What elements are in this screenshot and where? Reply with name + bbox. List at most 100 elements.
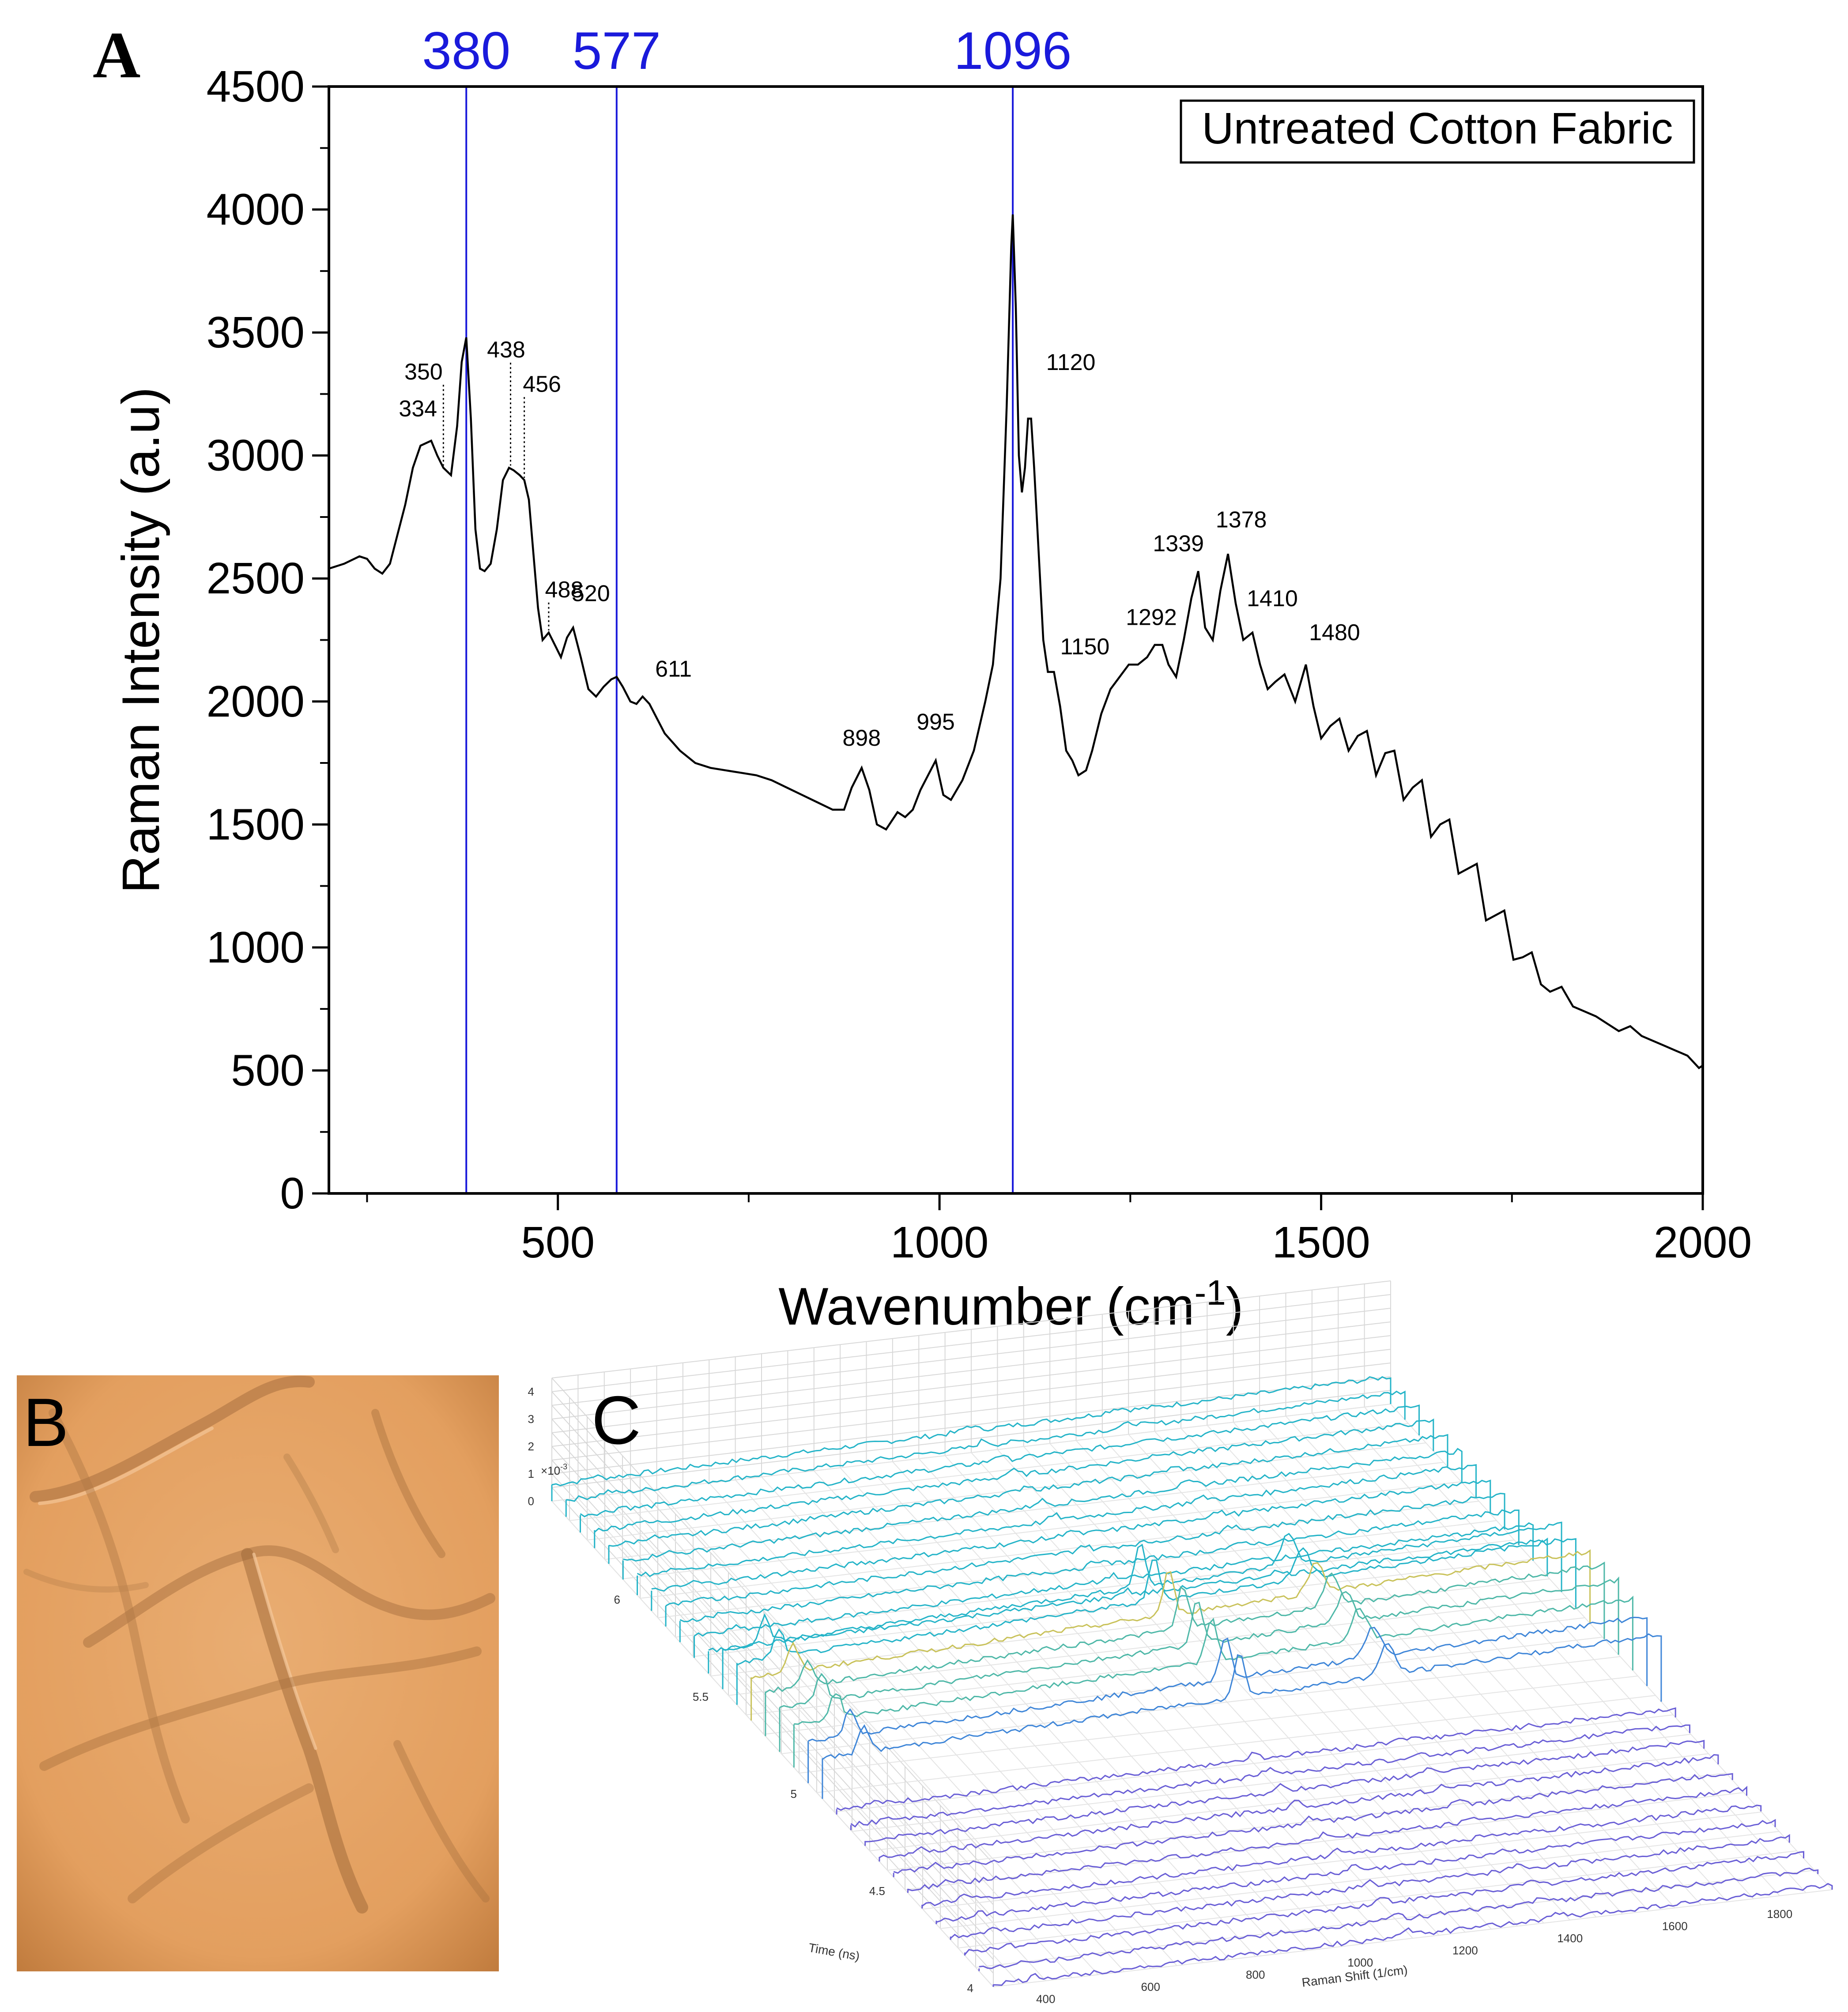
spectrum-trace bbox=[779, 1576, 1619, 1708]
waterfall-grid bbox=[551, 1280, 1833, 1987]
spectrum-trace bbox=[908, 1786, 1747, 1891]
z-tick-label: 4 bbox=[528, 1385, 534, 1398]
y-tick-label: 3000 bbox=[207, 431, 305, 480]
grid-line bbox=[1207, 1425, 1649, 1911]
z-tick-label: 1 bbox=[528, 1467, 534, 1480]
y-tick-label: 2000 bbox=[207, 677, 305, 726]
y-tick-label: 0 bbox=[280, 1169, 305, 1218]
grid-line bbox=[569, 1423, 1409, 1521]
grid-line bbox=[630, 1491, 1072, 1978]
peak-label: 1480 bbox=[1309, 620, 1360, 646]
grid-line bbox=[709, 1483, 1151, 1969]
grid-line bbox=[944, 1455, 1387, 1942]
spectrum-trace bbox=[622, 1448, 1463, 1562]
raman-tick-label: 800 bbox=[1246, 1968, 1265, 1981]
spectrum-trace bbox=[723, 1521, 1562, 1651]
spectrum-trace bbox=[836, 1707, 1676, 1811]
grid-line bbox=[551, 1404, 1391, 1502]
grid-line bbox=[551, 1378, 994, 1864]
x-axis-label: Wavenumber (cm-1) bbox=[778, 1273, 1244, 1336]
reference-lines: 380 577 1096 bbox=[422, 21, 1072, 1193]
spectrum-trace bbox=[794, 1596, 1633, 1725]
grid-line bbox=[781, 1656, 1621, 1754]
spectrum-trace bbox=[708, 1537, 1548, 1653]
peak-label: 995 bbox=[916, 709, 955, 735]
spectrum-trace bbox=[993, 1883, 1833, 1986]
x-tick-label: 1500 bbox=[1272, 1218, 1370, 1267]
grid-line bbox=[1259, 1419, 1701, 1906]
grid-line bbox=[869, 1753, 1709, 1851]
y-tick-label: 4500 bbox=[207, 62, 305, 111]
peak-label: 456 bbox=[523, 371, 561, 397]
grid-line bbox=[940, 1831, 1780, 1929]
raman-tick-label: 1000 bbox=[1347, 1956, 1373, 1969]
grid-line bbox=[852, 1734, 1691, 1832]
grid-line bbox=[866, 1464, 1309, 1951]
grid-line bbox=[905, 1792, 1744, 1890]
grid-line bbox=[693, 1559, 1532, 1657]
spectrum-trace bbox=[964, 1851, 1804, 1955]
y-tick-label: 500 bbox=[231, 1046, 305, 1095]
spectrum-trace bbox=[637, 1464, 1477, 1578]
spectrum-trace bbox=[651, 1480, 1491, 1592]
spectrum-trace bbox=[893, 1773, 1733, 1874]
spectrum-trace bbox=[865, 1740, 1705, 1842]
grid-line bbox=[551, 1390, 1391, 1488]
legend-frame bbox=[1180, 99, 1695, 164]
grid-line bbox=[577, 1498, 1020, 1984]
peak-label: 611 bbox=[655, 657, 692, 682]
spectrum-trace bbox=[921, 1804, 1762, 1907]
grid-line bbox=[993, 1889, 1833, 1987]
peak-label: 1120 bbox=[1046, 350, 1096, 375]
spectrum-trace bbox=[979, 1867, 1819, 1969]
grid-line bbox=[1180, 1428, 1623, 1914]
spectrum-trace bbox=[594, 1418, 1434, 1533]
z-tick-label: 2 bbox=[528, 1440, 534, 1453]
grid-line bbox=[604, 1462, 1444, 1560]
y-axis-label: Raman Intensity (a.u) bbox=[111, 387, 170, 893]
grid-line bbox=[1364, 1407, 1807, 1893]
time-tick-label: 4.5 bbox=[869, 1884, 885, 1898]
grid-line bbox=[551, 1321, 1391, 1419]
grid-line bbox=[728, 1598, 1568, 1696]
spectrum-trace bbox=[850, 1724, 1690, 1828]
panel-a-letter: A bbox=[93, 19, 140, 92]
x-axis-label-superscript: -1 bbox=[1195, 1273, 1226, 1312]
grid-line bbox=[922, 1812, 1762, 1910]
grid-line bbox=[887, 1773, 1727, 1871]
z-axis-exponent: ×10-3 bbox=[541, 1462, 567, 1477]
peak-label: 1292 bbox=[1126, 605, 1177, 630]
grid-line bbox=[1338, 1410, 1780, 1896]
grid-line bbox=[551, 1501, 994, 1987]
x-tick-label: 1000 bbox=[890, 1218, 988, 1267]
time-tick-label: 5 bbox=[791, 1787, 797, 1801]
time-axis-ticks: 4 4.5 5 5.5 6 bbox=[614, 1593, 973, 1995]
panel-a: A 0 500 1000 1500 2000 2500 3000 3500 4000 4500 5… bbox=[93, 19, 1752, 1336]
spectrum-trace bbox=[608, 1434, 1448, 1547]
spectrum-trace bbox=[751, 1549, 1591, 1680]
grid-line bbox=[710, 1578, 1550, 1676]
peak-label: 334 bbox=[399, 396, 437, 422]
microscope-image bbox=[17, 1375, 499, 1971]
x-axis-label-main: Wavenumber (cm bbox=[778, 1277, 1194, 1336]
spectrum-trace bbox=[950, 1834, 1790, 1939]
peak-label: 488 bbox=[545, 577, 584, 603]
grid-line bbox=[656, 1488, 1099, 1975]
panel-b: B bbox=[17, 1375, 499, 1971]
grid-line bbox=[840, 1467, 1282, 1954]
panel-c: 0 1 2 3 4 4 4.5 5 5.5 6 400 600 800 1000 1200 1400 160… bbox=[528, 1280, 1833, 2006]
z-axis-ticks: 0 1 2 3 4 bbox=[528, 1385, 534, 1508]
raman-shift-axis-ticks: 400 600 800 1000 1200 1400 1600 1800 bbox=[1036, 1907, 1792, 2006]
peak-label: 1410 bbox=[1247, 586, 1298, 612]
time-axis-label: Time (ns) bbox=[807, 1940, 861, 1963]
z-exponent-base: ×10 bbox=[541, 1464, 560, 1477]
panel-b-letter: B bbox=[23, 1384, 68, 1461]
grid-line bbox=[1075, 1440, 1518, 1927]
raman-tick-label: 1800 bbox=[1767, 1907, 1792, 1921]
spectrum-trace bbox=[936, 1819, 1776, 1923]
grid-line bbox=[1049, 1443, 1492, 1930]
peak-label: 350 bbox=[404, 359, 443, 385]
grid-line bbox=[746, 1617, 1585, 1715]
spectrum-trace bbox=[694, 1522, 1534, 1637]
